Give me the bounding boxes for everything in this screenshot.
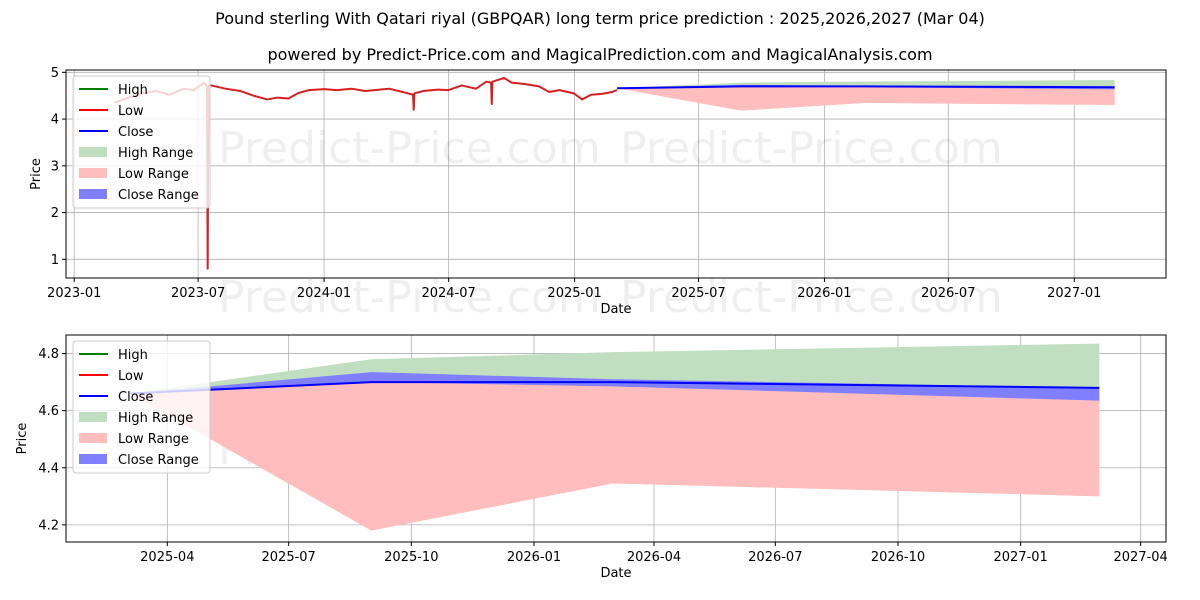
y-tick-label: 2: [51, 206, 59, 221]
legend-high-range: High Range: [79, 146, 193, 161]
plot-area: [114, 76, 1115, 270]
x-tick-label: 2027-01: [1047, 286, 1101, 301]
y-tick-label: 4.4: [38, 461, 59, 476]
low-range-area: [130, 382, 1100, 531]
legend-swatch-patch: [79, 168, 107, 178]
x-tick-label: 2026-10: [871, 550, 925, 565]
x-tick-label: 2023-01: [47, 286, 101, 301]
axes-frame: [65, 334, 1167, 543]
x-tick-label: 2026-07: [921, 286, 975, 301]
x-tick-label: 2025-01: [547, 286, 601, 301]
x-tick-label: 2026-01: [797, 286, 851, 301]
y-tick-label: 4: [51, 113, 59, 128]
legend-swatch-patch: [79, 189, 107, 199]
y-tick-label: 4.2: [38, 518, 59, 533]
y-tick-label: 3: [51, 159, 59, 174]
y-axis-label: Price: [15, 423, 30, 455]
legend-label: Low Range: [118, 167, 189, 182]
legend-low: Low: [79, 369, 144, 384]
legend-low-range: Low Range: [79, 167, 189, 182]
legend-swatch-patch: [79, 433, 107, 443]
x-tick-label: 2025-10: [384, 550, 438, 565]
close-range-area: [130, 372, 1100, 401]
y-axis-label: Price: [29, 158, 44, 190]
legend-label: Low: [118, 104, 144, 119]
y-tick-label: 5: [51, 66, 59, 81]
y-axis: 1 2 3 4 5: [51, 66, 66, 268]
legend-label: High Range: [118, 146, 193, 161]
chart-subtitle: powered by Predict-Price.com and Magical…: [267, 45, 933, 64]
y-tick-label: 1: [51, 253, 59, 268]
low-range-area: [617, 86, 1115, 111]
legend-close-range: Close Range: [79, 188, 199, 203]
legend-low: Low: [79, 104, 144, 119]
x-tick-label: 2026-04: [627, 550, 681, 565]
legend-label: Close Range: [118, 188, 199, 203]
watermark-text: Predict-Price.com: [620, 272, 1003, 323]
legend-close: Close: [79, 390, 153, 405]
watermark-text: Predict-Price.com: [218, 272, 601, 323]
x-tick-label: 2025-07: [262, 550, 316, 565]
y-axis: 4.2 4.4 4.6 4.8: [38, 347, 66, 533]
x-tick-label: 2027-01: [994, 550, 1048, 565]
x-axis-label: Date: [600, 302, 631, 317]
x-tick-label: 2024-01: [297, 286, 351, 301]
x-tick-label: 2025-07: [671, 286, 725, 301]
legend-swatch-patch: [79, 454, 107, 464]
legend-label: Close Range: [118, 453, 199, 468]
x-tick-label: 2026-01: [507, 550, 561, 565]
y-tick-label: 4.6: [38, 404, 59, 419]
legend-label: Close: [118, 390, 153, 405]
x-tick-label: 2027-04: [1114, 550, 1168, 565]
close-prediction-line: [617, 85, 1115, 90]
legend-close-range: Close Range: [79, 453, 199, 468]
plot-area: [129, 343, 1100, 531]
x-axis-label: Date: [600, 566, 631, 581]
x-axis: 2023-01 2023-07 2024-01 2024-07 2025-01 2025-…: [47, 278, 1101, 301]
legend-label: High: [118, 348, 148, 363]
legend-label: Close: [118, 125, 153, 140]
legend-high-range: High Range: [79, 411, 193, 426]
legend-label: Low: [118, 369, 144, 384]
legend-label: High Range: [118, 411, 193, 426]
legend-high: High: [79, 83, 148, 98]
watermark-text: Predict-Price.com: [620, 123, 1003, 174]
watermark-text: Predict-Price.com: [218, 123, 601, 174]
x-tick-label: 2026-07: [748, 550, 802, 565]
close-prediction-line: [129, 381, 1100, 395]
legend-high: High: [79, 348, 148, 363]
legend-close: Close: [79, 125, 153, 140]
x-axis: 2025-04 2025-07 2025-10 2026-01 2026-04 2026-…: [140, 542, 1168, 565]
axes-frame: [65, 69, 1167, 279]
x-tick-label: 2023-07: [171, 286, 225, 301]
legend-swatch-patch: [79, 412, 107, 422]
x-tick-label: 2025-04: [140, 550, 194, 565]
grid-lines: [66, 70, 1166, 278]
x-tick-label: 2024-07: [421, 286, 475, 301]
y-tick-label: 4.8: [38, 347, 59, 362]
legend-low-range: Low Range: [79, 432, 189, 447]
chart-title: Pound sterling With Qatari riyal (GBPQAR…: [215, 9, 985, 28]
legend-swatch-patch: [79, 147, 107, 157]
legend: High Low Close High Range Low Range Close Ran…: [72, 75, 211, 209]
legend-label: Low Range: [118, 432, 189, 447]
legend: High Low Close High Range Low Range Close Ran…: [72, 340, 211, 474]
legend-label: High: [118, 83, 148, 98]
